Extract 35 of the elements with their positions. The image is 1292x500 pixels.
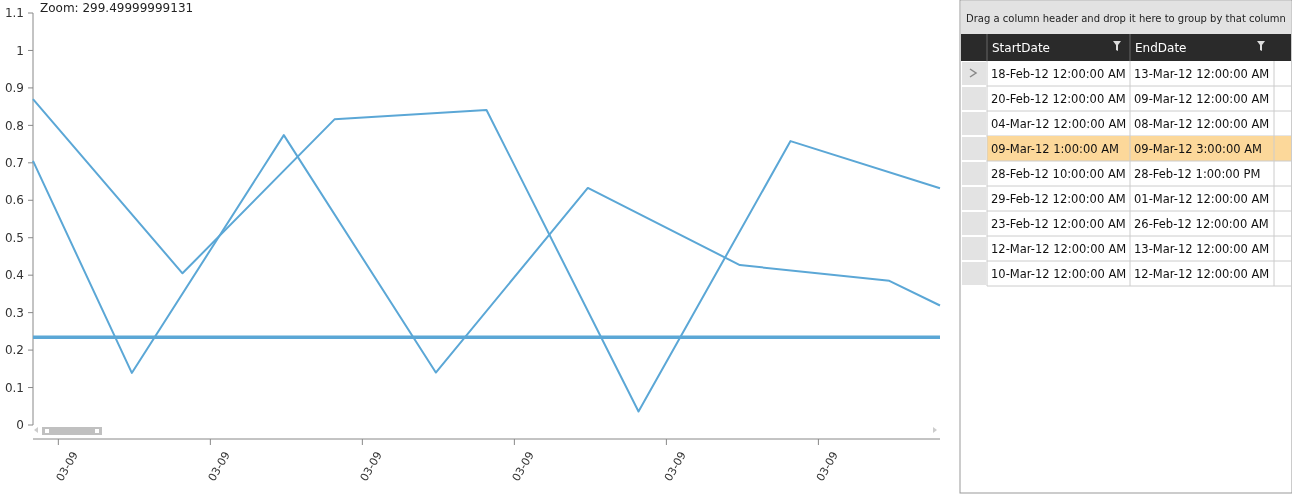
category-label: StartDate: [992, 41, 1050, 55]
text: 26-Feb-12 12:00:00 AM: [1134, 217, 1269, 231]
category-label: EndDate: [1135, 41, 1187, 55]
y-tick-label: 0.1: [4, 380, 24, 395]
text: 28-Feb-12 1:00:00 PM: [1134, 167, 1261, 181]
y-tick-label: 0.6: [4, 193, 24, 208]
text: 20-Feb-12 12:00:00 AM: [991, 92, 1126, 106]
text: 28-Feb-12 10:00:00 AM: [991, 167, 1126, 181]
text: 04-Mar-12 12:00:00 AM: [991, 117, 1127, 131]
y-tick-label: 0.7: [4, 156, 24, 171]
text: 13-Mar-12 12:00:00 AM: [1134, 67, 1270, 81]
y-tick-label: 0.8: [4, 118, 24, 133]
text: 18-Feb-12 12:00:00 AM: [991, 67, 1126, 81]
y-tick-label: 0.5: [4, 230, 24, 245]
y-tick-label: 0.4: [4, 268, 24, 283]
y-tick-label: 0.3: [4, 305, 24, 320]
text: 10-Mar-12 12:00:00 AM: [991, 267, 1127, 281]
y-tick-label: 1: [16, 43, 24, 58]
annotation: Zoom: 299.49999999131: [40, 1, 194, 15]
text: 01-Mar-12 12:00:00 AM: [1134, 192, 1270, 206]
y-tick-label: 0.2: [4, 343, 24, 358]
text: 12-Mar-12 12:00:00 AM: [991, 242, 1127, 256]
text: 12-Mar-12 12:00:00 AM: [1134, 267, 1270, 281]
text: 23-Feb-12 12:00:00 AM: [991, 217, 1126, 231]
text: 29-Feb-12 12:00:00 AM: [991, 192, 1126, 206]
y-tick-label: 1.1: [4, 6, 24, 21]
text: 09-Mar-12 3:00:00 AM: [1134, 142, 1262, 156]
text: Drag a column header and drop it here to group by that column: [966, 13, 1286, 24]
text: 09-Mar-12 12:00:00 AM: [1134, 92, 1270, 106]
line-series: [32, 98, 941, 413]
text: 09-Mar-12 1:00:00 AM: [991, 142, 1119, 156]
text: 13-Mar-12 12:00:00 AM: [1134, 242, 1270, 256]
text: 08-Mar-12 12:00:00 AM: [1134, 117, 1270, 131]
y-tick-label: 0.9: [4, 81, 24, 96]
y-tick-label: 0: [16, 418, 24, 433]
